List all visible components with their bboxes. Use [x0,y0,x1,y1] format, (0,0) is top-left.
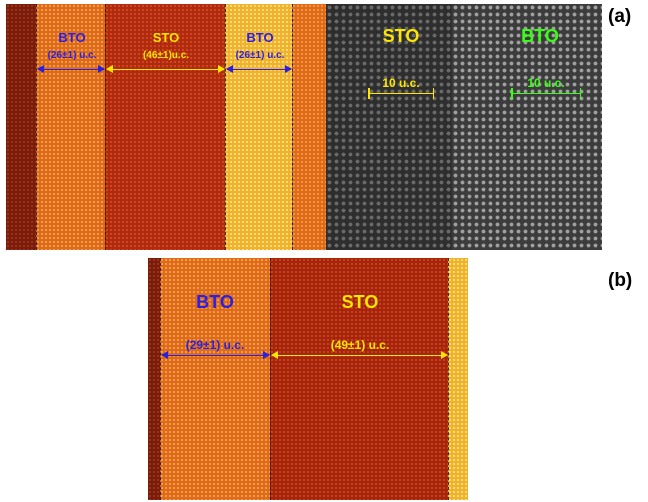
interface-line [225,4,226,250]
panel-a-micrograph: BTO STO BTO (26±1) u.c. (46±1)u.c. (26±1… [6,4,602,250]
strip-b-sto [270,258,448,500]
panel-a-tag: (a) [608,6,632,27]
panel-b-tag: (b) [608,270,633,291]
thickness-b-sto: (49±1) u.c. [330,338,390,352]
strip-gray-bto [452,4,602,250]
strip-b-bto [160,258,270,500]
thickness-bto-1: (26±1) u.c. [47,50,97,61]
strip-b-bright-edge [448,258,468,500]
label-bto-1: BTO [58,30,86,45]
arrow-sto-1 [106,65,225,73]
thickness-bto-2: (26±1) u.c. [235,50,285,61]
scale-label-sto: 10 u.c. [382,76,420,90]
strip-sto-1 [105,4,225,250]
interface-line [448,258,449,500]
arrow-bto-1 [37,65,105,73]
scale-bar-sto [368,88,434,99]
interface-line [36,4,37,250]
strip-dark-edge [6,4,36,250]
label-bto-2: BTO [246,30,274,45]
thickness-b-bto: (29±1) u.c. [185,338,245,352]
panel-b-micrograph: BTO STO (29±1) u.c. (49±1) u.c. [148,258,468,500]
label-b-bto: BTO [196,292,234,312]
strip-b-dark-edge [148,258,160,500]
scale-bar-bto [511,88,581,99]
label-gray-bto: BTO [521,26,559,46]
interface-line [292,4,293,250]
arrow-b-bto [161,351,270,359]
strip-bto-1 [36,4,105,250]
interface-line [270,258,271,500]
arrow-bto-2 [226,65,292,73]
scale-label-bto: 10 u.c. [527,76,565,90]
strip-gray-sto [326,4,452,250]
label-gray-sto: STO [382,26,420,46]
interface-line [160,258,161,500]
label-sto-1: STO [152,30,180,45]
arrow-b-sto [271,351,448,359]
strip-edge-right [292,4,326,250]
thickness-sto-1: (46±1)u.c. [142,50,190,61]
strip-bto-2 [225,4,292,250]
label-b-sto: STO [341,292,379,312]
interface-line [105,4,106,250]
